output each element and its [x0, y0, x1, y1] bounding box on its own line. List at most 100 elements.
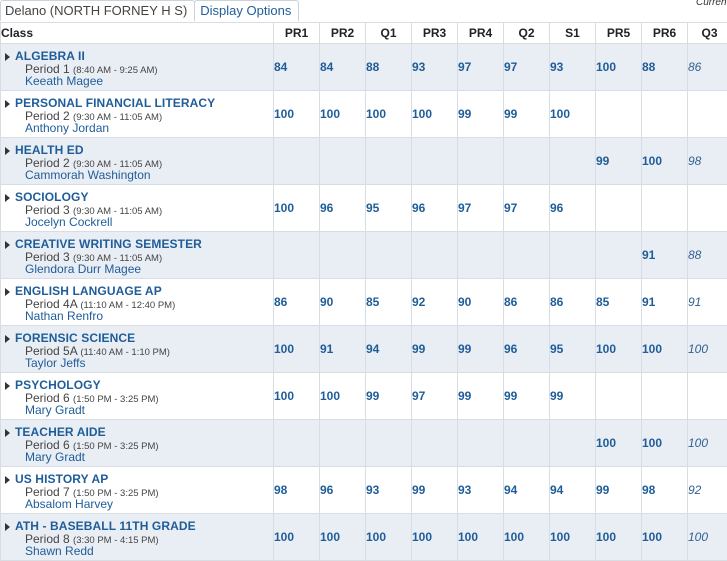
grade-cell[interactable]: 94 — [504, 467, 550, 514]
teacher-link[interactable]: Glendora Durr Magee — [25, 262, 141, 276]
expand-arrow-icon[interactable] — [5, 335, 10, 343]
grade-cell[interactable]: 91 — [642, 232, 688, 279]
grade-cell[interactable]: 95 — [366, 185, 412, 232]
grade-cell[interactable]: 86 — [504, 279, 550, 326]
expand-arrow-icon[interactable] — [5, 382, 10, 390]
expand-arrow-icon[interactable] — [5, 100, 10, 108]
teacher-link[interactable]: Anthony Jordan — [25, 121, 109, 135]
grade-cell[interactable]: 100 — [412, 514, 458, 561]
grade-cell[interactable]: 90 — [458, 279, 504, 326]
column-header-pr3[interactable]: PR3 — [412, 23, 458, 44]
teacher-link[interactable]: Keeath Magee — [25, 74, 103, 88]
grade-cell[interactable]: 99 — [412, 467, 458, 514]
grade-cell[interactable]: 97 — [504, 185, 550, 232]
grade-cell[interactable]: 97 — [458, 185, 504, 232]
grade-cell[interactable]: 100 — [688, 326, 727, 373]
grade-cell[interactable]: 96 — [320, 467, 366, 514]
grade-cell[interactable]: 98 — [688, 138, 727, 185]
expand-arrow-icon[interactable] — [5, 194, 10, 202]
column-header-class[interactable]: Class — [1, 23, 274, 44]
grade-cell[interactable]: 93 — [366, 467, 412, 514]
teacher-link[interactable]: Jocelyn Cockrell — [25, 215, 112, 229]
grade-cell[interactable]: 100 — [596, 514, 642, 561]
course-name-link[interactable]: US HISTORY AP — [15, 472, 108, 486]
course-name-link[interactable]: ALGEBRA II — [15, 49, 85, 63]
grade-cell[interactable]: 84 — [320, 44, 366, 91]
grade-cell[interactable]: 100 — [642, 420, 688, 467]
grade-cell[interactable]: 100 — [412, 91, 458, 138]
grade-cell[interactable]: 100 — [596, 44, 642, 91]
grade-cell[interactable]: 100 — [688, 514, 727, 561]
grade-cell[interactable]: 90 — [320, 279, 366, 326]
grade-cell[interactable]: 91 — [320, 326, 366, 373]
column-header-q3[interactable]: Q3 — [688, 23, 727, 44]
course-name-link[interactable]: ATH - BASEBALL 11TH GRADE — [15, 519, 196, 533]
grade-cell[interactable]: 97 — [504, 44, 550, 91]
expand-arrow-icon[interactable] — [5, 241, 10, 249]
grade-cell[interactable]: 100 — [366, 514, 412, 561]
course-name-link[interactable]: PSYCHOLOGY — [15, 378, 101, 392]
expand-arrow-icon[interactable] — [5, 147, 10, 155]
column-header-pr6[interactable]: PR6 — [642, 23, 688, 44]
grade-cell[interactable]: 100 — [320, 373, 366, 420]
grade-cell[interactable]: 99 — [412, 326, 458, 373]
grade-cell[interactable]: 99 — [550, 373, 596, 420]
course-name-link[interactable]: FORENSIC SCIENCE — [15, 331, 135, 345]
grade-cell[interactable]: 99 — [458, 373, 504, 420]
grade-cell[interactable]: 86 — [274, 279, 320, 326]
grade-cell[interactable]: 86 — [550, 279, 596, 326]
grade-cell[interactable]: 97 — [458, 44, 504, 91]
grade-cell[interactable]: 92 — [688, 467, 727, 514]
grade-cell[interactable]: 93 — [412, 44, 458, 91]
grade-cell[interactable]: 96 — [550, 185, 596, 232]
grade-cell[interactable]: 100 — [320, 514, 366, 561]
grade-cell[interactable]: 94 — [366, 326, 412, 373]
column-header-q1[interactable]: Q1 — [366, 23, 412, 44]
grade-cell[interactable]: 100 — [550, 91, 596, 138]
course-name-link[interactable]: PERSONAL FINANCIAL LITERACY — [15, 96, 215, 110]
expand-arrow-icon[interactable] — [5, 476, 10, 484]
grade-cell[interactable]: 84 — [274, 44, 320, 91]
teacher-link[interactable]: Absalom Harvey — [25, 497, 113, 511]
grade-cell[interactable]: 88 — [688, 232, 727, 279]
grade-cell[interactable]: 100 — [274, 326, 320, 373]
teacher-link[interactable]: Nathan Renfro — [25, 309, 103, 323]
column-header-pr1[interactable]: PR1 — [274, 23, 320, 44]
grade-cell[interactable]: 98 — [274, 467, 320, 514]
grade-cell[interactable]: 100 — [504, 514, 550, 561]
course-name-link[interactable]: ENGLISH LANGUAGE AP — [15, 284, 162, 298]
teacher-link[interactable]: Shawn Redd — [25, 544, 94, 558]
school-tab[interactable]: Delano (NORTH FORNEY H S) — [0, 0, 195, 21]
expand-arrow-icon[interactable] — [5, 523, 10, 531]
grade-cell[interactable]: 86 — [688, 44, 727, 91]
grade-cell[interactable]: 85 — [596, 279, 642, 326]
grade-cell[interactable]: 92 — [412, 279, 458, 326]
grade-cell[interactable]: 100 — [274, 373, 320, 420]
column-header-pr5[interactable]: PR5 — [596, 23, 642, 44]
course-name-link[interactable]: CREATIVE WRITING SEMESTER — [15, 237, 202, 251]
grade-cell[interactable]: 100 — [642, 138, 688, 185]
grade-cell[interactable]: 99 — [504, 91, 550, 138]
grade-cell[interactable]: 100 — [366, 91, 412, 138]
grade-cell[interactable]: 94 — [550, 467, 596, 514]
grade-cell[interactable]: 99 — [366, 373, 412, 420]
grade-cell[interactable]: 100 — [458, 514, 504, 561]
course-name-link[interactable]: HEALTH ED — [15, 143, 84, 157]
column-header-pr2[interactable]: PR2 — [320, 23, 366, 44]
grade-cell[interactable]: 100 — [642, 514, 688, 561]
grade-cell[interactable]: 99 — [504, 373, 550, 420]
grade-cell[interactable]: 93 — [458, 467, 504, 514]
grade-cell[interactable]: 100 — [596, 326, 642, 373]
expand-arrow-icon[interactable] — [5, 288, 10, 296]
grade-cell[interactable]: 99 — [596, 138, 642, 185]
course-name-link[interactable]: TEACHER AIDE — [15, 425, 106, 439]
grade-cell[interactable]: 100 — [274, 185, 320, 232]
grade-cell[interactable]: 100 — [320, 91, 366, 138]
grade-cell[interactable]: 99 — [458, 326, 504, 373]
grade-cell[interactable]: 97 — [412, 373, 458, 420]
grade-cell[interactable]: 88 — [366, 44, 412, 91]
grade-cell[interactable]: 100 — [274, 91, 320, 138]
grade-cell[interactable]: 96 — [320, 185, 366, 232]
grade-cell[interactable]: 88 — [642, 44, 688, 91]
grade-cell[interactable]: 96 — [412, 185, 458, 232]
